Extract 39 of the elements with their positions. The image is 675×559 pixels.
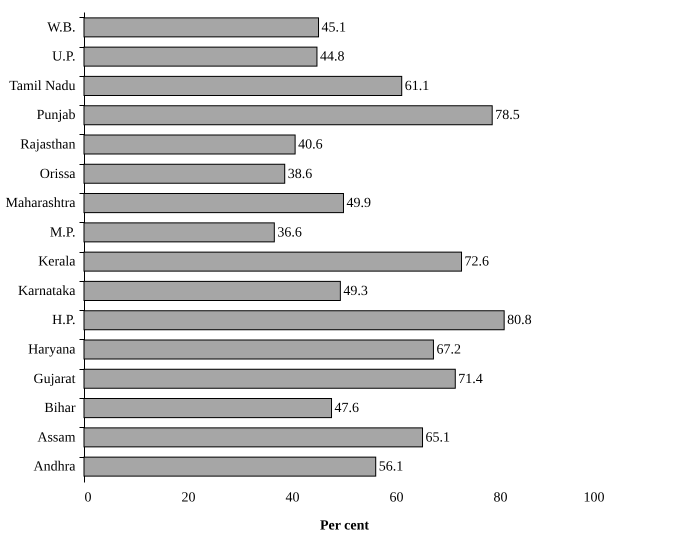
data-label: 36.6 bbox=[277, 225, 302, 240]
y-tick-label: W.B. bbox=[47, 20, 76, 36]
y-tick-label: Andhra bbox=[34, 460, 76, 475]
y-tick-label: Assam bbox=[37, 430, 76, 446]
data-label: 56.1 bbox=[378, 460, 404, 475]
data-label: 61.1 bbox=[404, 78, 430, 94]
y-tick-label: M.P. bbox=[50, 225, 76, 240]
data-label: 67.2 bbox=[436, 342, 461, 358]
data-label: 38.6 bbox=[288, 166, 312, 182]
data-label: 49.3 bbox=[343, 284, 368, 299]
x-tick-label: 0 bbox=[84, 490, 92, 506]
x-tick-label: 40 bbox=[286, 490, 300, 506]
data-label: 71.4 bbox=[458, 372, 483, 387]
y-tick-label: Haryana bbox=[28, 342, 76, 358]
x-tick-label: 60 bbox=[390, 490, 404, 506]
y-tick-label: Orissa bbox=[40, 166, 76, 182]
data-label: 40.6 bbox=[298, 138, 323, 153]
x-tick-label: 20 bbox=[182, 490, 196, 506]
x-tick-label: 100 bbox=[584, 490, 604, 506]
data-label: 80.8 bbox=[507, 313, 532, 328]
y-tick-label: U.P. bbox=[52, 50, 76, 65]
y-tick-label: Rajasthan bbox=[20, 138, 76, 153]
data-label: 49.9 bbox=[346, 196, 371, 212]
y-tick-label: Kerala bbox=[38, 254, 76, 270]
data-label: 44.8 bbox=[320, 50, 344, 65]
y-tick-label: Tamil Nadu bbox=[9, 78, 76, 94]
x-tick-label: 80 bbox=[494, 490, 508, 506]
y-tick-label: Gujarat bbox=[34, 372, 76, 387]
data-label: 78.5 bbox=[495, 108, 520, 124]
y-tick-label: Punjab bbox=[36, 108, 76, 124]
y-tick-label: H.P. bbox=[52, 313, 76, 328]
data-label: 45.1 bbox=[322, 20, 346, 36]
data-label: 47.6 bbox=[334, 401, 360, 416]
y-tick-label: Karnataka bbox=[18, 284, 76, 299]
y-tick-label: Bihar bbox=[44, 401, 76, 416]
data-label: 65.1 bbox=[426, 430, 450, 446]
y-tick-label: Maharashtra bbox=[6, 196, 76, 212]
x-axis-title: Per cent bbox=[320, 518, 370, 534]
data-label: 72.6 bbox=[464, 254, 490, 270]
